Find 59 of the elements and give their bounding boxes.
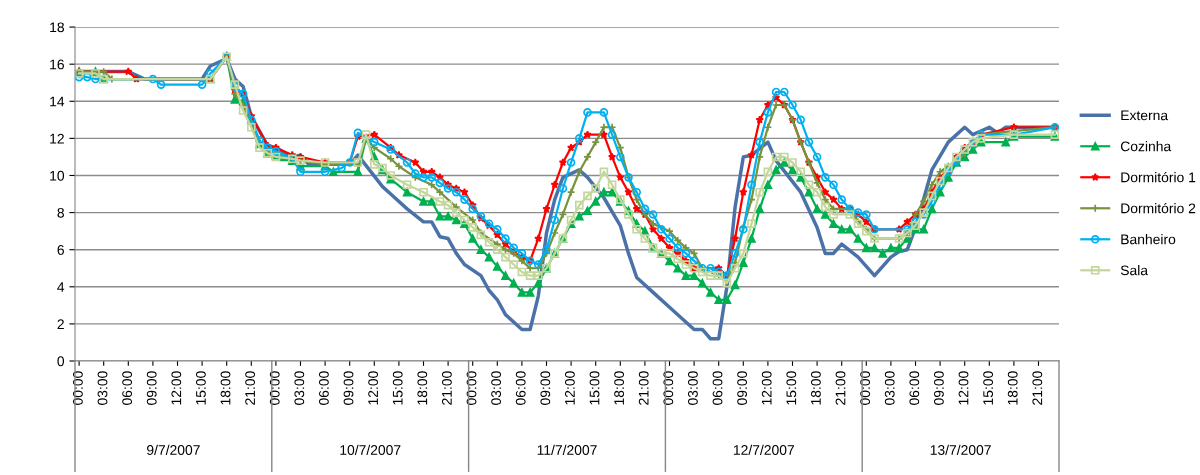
y-tick-label: 8 [57, 207, 64, 218]
text: 12/7/2007 [733, 444, 794, 455]
x-tick-label: 09:00 [933, 371, 944, 405]
legend-label: Dormitório 1 [1121, 171, 1196, 183]
x-tick-label: 15:00 [195, 371, 206, 405]
x-tick-label: 21:00 [638, 371, 649, 405]
text: 9/7/2007 [147, 444, 200, 455]
x-tick-label: 03:00 [294, 371, 305, 405]
x-tick-label: 09:00 [343, 371, 354, 405]
text: 11/7/2007 [537, 444, 597, 455]
legend-label: Cozinha [1120, 141, 1172, 152]
legend-label: Dormitório 2 [1121, 202, 1196, 214]
x-tick-label: 18:00 [810, 371, 821, 405]
x-tick-label: 12:00 [564, 371, 575, 405]
y-tick-label: 14 [50, 96, 65, 107]
x-tick-label: 15:00 [392, 371, 403, 405]
legend-label: Banheiro [1121, 234, 1176, 245]
y-tick-label: 10 [50, 170, 65, 181]
x-tick-label: 03:00 [884, 371, 895, 405]
y-tick-label: 0 [57, 356, 65, 367]
x-tick-label: 15:00 [786, 371, 797, 405]
x-tick-label: 21:00 [835, 371, 846, 405]
x-tick-label: 09:00 [146, 371, 157, 405]
y-tick-label: 4 [57, 282, 65, 292]
x-tick-label: 18:00 [417, 371, 428, 405]
x-tick-label: 06:00 [712, 371, 723, 405]
x-tick-label: 03:00 [491, 371, 502, 405]
x-tick-label: 21:00 [1032, 371, 1043, 405]
text: 10/7/2007 [340, 444, 401, 455]
x-tick-label: 15:00 [589, 371, 600, 405]
legend-label: Externa [1121, 110, 1169, 121]
x-tick-label: 21:00 [441, 371, 452, 405]
x-tick-label: 12:00 [368, 371, 379, 405]
x-tick-label: 12:00 [958, 371, 969, 405]
x-tick-label: 12:00 [761, 371, 772, 405]
y-tick-label: 12 [50, 133, 64, 144]
y-tick-label: 18 [50, 22, 64, 33]
text: 13/7/2007 [930, 444, 991, 455]
x-tick-label: 18:00 [614, 371, 625, 405]
x-tick-label: 06:00 [318, 371, 329, 405]
x-tick-label: 00:00 [860, 371, 871, 405]
x-tick-label: 09:00 [540, 371, 551, 405]
x-tick-label: 03:00 [97, 371, 108, 405]
y-tick-label: 16 [50, 59, 64, 70]
x-tick-label: 15:00 [983, 371, 994, 405]
x-tick-label: 06:00 [515, 371, 526, 405]
x-tick-label: 06:00 [909, 371, 920, 405]
x-tick-label: 00:00 [269, 371, 280, 405]
x-tick-label: 21:00 [245, 371, 256, 405]
legend-label: Sala [1120, 265, 1149, 276]
x-tick-label: 12:00 [171, 371, 182, 405]
x-tick-label: 06:00 [122, 371, 133, 405]
x-tick-label: 03:00 [687, 371, 698, 405]
x-tick-label: 09:00 [737, 371, 748, 405]
x-tick-label: 18:00 [1007, 371, 1018, 405]
y-tick-label: 6 [57, 245, 64, 255]
x-tick-label: 00:00 [72, 371, 83, 405]
x-tick-label: 18:00 [220, 371, 231, 405]
y-tick-label: 2 [57, 319, 64, 329]
